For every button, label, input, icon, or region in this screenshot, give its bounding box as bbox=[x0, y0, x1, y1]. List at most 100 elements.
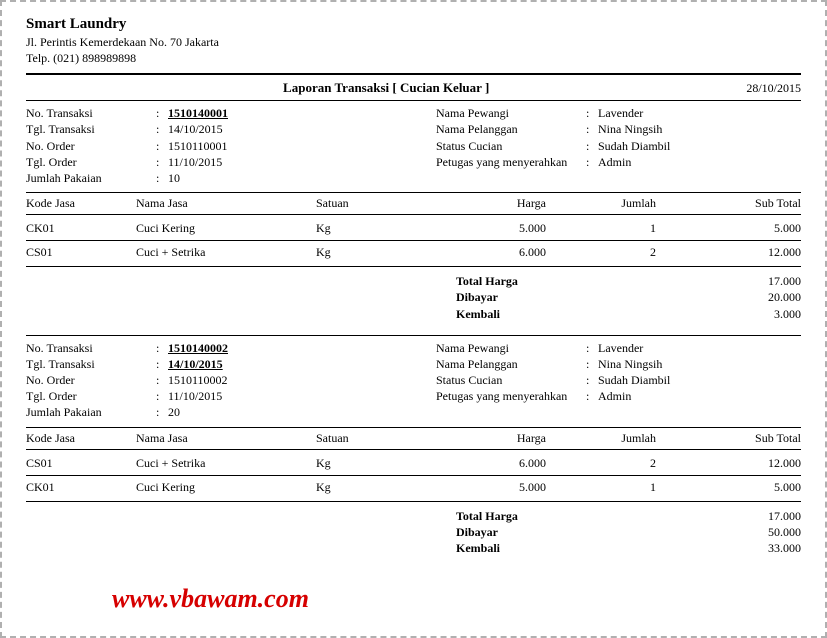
cell: Cuci + Setrika bbox=[136, 456, 316, 471]
table-row: CS01Cuci + SetrikaKg6.000212.000 bbox=[26, 242, 801, 263]
meta-label: No. Transaksi bbox=[26, 105, 156, 121]
meta-sep: : bbox=[156, 121, 168, 137]
meta-label: No. Transaksi bbox=[26, 340, 156, 356]
table-row: CS01Cuci + SetrikaKg6.000212.000 bbox=[26, 453, 801, 474]
meta-value: Nina Ningsih bbox=[598, 356, 801, 372]
cell: 6.000 bbox=[426, 245, 546, 260]
meta-row: Jumlah Pakaian:10 bbox=[26, 170, 436, 186]
cell: Kg bbox=[316, 456, 426, 471]
cell: 6.000 bbox=[426, 456, 546, 471]
cell: 2 bbox=[546, 245, 656, 260]
cell: 5.000 bbox=[426, 480, 546, 495]
meta-label: Jumlah Pakaian bbox=[26, 404, 156, 420]
col-header: Harga bbox=[426, 196, 546, 211]
cell: 5.000 bbox=[426, 221, 546, 236]
meta-sep: : bbox=[156, 340, 168, 356]
cell: 2 bbox=[546, 456, 656, 471]
cell: 5.000 bbox=[656, 480, 801, 495]
services-table: Kode JasaNama JasaSatuanHargaJumlahSub T… bbox=[26, 427, 801, 502]
meta-label: Petugas yang menyerahkan bbox=[436, 154, 586, 170]
meta-label: Tgl. Order bbox=[26, 388, 156, 404]
block-gap bbox=[26, 322, 801, 332]
table-rule bbox=[26, 266, 801, 267]
cell: CK01 bbox=[26, 480, 136, 495]
totals-label: Dibayar bbox=[456, 524, 586, 540]
totals-row: Kembali33.000 bbox=[26, 540, 801, 556]
meta-row: Tgl. Order:11/10/2015 bbox=[26, 388, 436, 404]
meta-value: 10 bbox=[168, 170, 436, 186]
meta-label: Nama Pelanggan bbox=[436, 356, 586, 372]
totals-label: Dibayar bbox=[456, 289, 586, 305]
cell: Cuci Kering bbox=[136, 221, 316, 236]
transaction-meta: No. Transaksi:1510140002Tgl. Transaksi:1… bbox=[26, 340, 801, 421]
company-address: Jl. Perintis Kemerdekaan No. 70 Jakarta bbox=[26, 35, 801, 51]
meta-sep: : bbox=[586, 388, 598, 404]
meta-value: Sudah Diambil bbox=[598, 372, 801, 388]
totals-row: Total Harga17.000 bbox=[26, 273, 801, 289]
totals-row: Dibayar50.000 bbox=[26, 524, 801, 540]
company-name: Smart Laundry bbox=[26, 16, 801, 33]
meta-row: Nama Pewangi:Lavender bbox=[436, 340, 801, 356]
totals-label: Total Harga bbox=[456, 508, 586, 524]
meta-label: Nama Pelanggan bbox=[436, 121, 586, 137]
meta-value: 1510140002 bbox=[168, 340, 436, 356]
col-header: Jumlah bbox=[546, 196, 656, 211]
report-title: Laporan Transaksi [ Cucian Keluar ] bbox=[26, 80, 746, 96]
col-header: Harga bbox=[426, 431, 546, 446]
meta-sep: : bbox=[156, 388, 168, 404]
totals-row: Kembali3.000 bbox=[26, 306, 801, 322]
meta-label: Petugas yang menyerahkan bbox=[436, 388, 586, 404]
meta-sep: : bbox=[156, 356, 168, 372]
cell: 12.000 bbox=[656, 245, 801, 260]
meta-label: Jumlah Pakaian bbox=[26, 170, 156, 186]
meta-sep: : bbox=[156, 154, 168, 170]
meta-label: Tgl. Order bbox=[26, 154, 156, 170]
meta-value: Admin bbox=[598, 154, 801, 170]
meta-label: No. Order bbox=[26, 138, 156, 154]
meta-sep: : bbox=[586, 105, 598, 121]
totals-value: 20.000 bbox=[586, 289, 801, 305]
row-sep bbox=[26, 475, 801, 476]
cell: Cuci Kering bbox=[136, 480, 316, 495]
meta-value: 14/10/2015 bbox=[168, 121, 436, 137]
cell: Kg bbox=[316, 221, 426, 236]
header-rule bbox=[26, 73, 801, 75]
table-row: CK01Cuci KeringKg5.00015.000 bbox=[26, 477, 801, 498]
cell: Kg bbox=[316, 480, 426, 495]
totals-value: 17.000 bbox=[586, 508, 801, 524]
cell: CS01 bbox=[26, 456, 136, 471]
cell: 5.000 bbox=[656, 221, 801, 236]
meta-row: No. Order:1510110002 bbox=[26, 372, 436, 388]
meta-row: Tgl. Transaksi:14/10/2015 bbox=[26, 356, 436, 372]
totals-value: 17.000 bbox=[586, 273, 801, 289]
meta-row: Petugas yang menyerahkan:Admin bbox=[436, 154, 801, 170]
meta-value: 1510110002 bbox=[168, 372, 436, 388]
table-rule bbox=[26, 214, 801, 215]
cell: CK01 bbox=[26, 221, 136, 236]
title-rule bbox=[26, 100, 801, 101]
meta-row: Nama Pewangi:Lavender bbox=[436, 105, 801, 121]
meta-row: Petugas yang menyerahkan:Admin bbox=[436, 388, 801, 404]
totals-label: Kembali bbox=[456, 306, 586, 322]
table-header: Kode JasaNama JasaSatuanHargaJumlahSub T… bbox=[26, 196, 801, 211]
cell: Cuci + Setrika bbox=[136, 245, 316, 260]
totals-label: Kembali bbox=[456, 540, 586, 556]
transactions-container: No. Transaksi:1510140001Tgl. Transaksi:1… bbox=[26, 105, 801, 556]
col-header: Jumlah bbox=[546, 431, 656, 446]
meta-value: Nina Ningsih bbox=[598, 121, 801, 137]
report-title-row: Laporan Transaksi [ Cucian Keluar ] 28/1… bbox=[26, 80, 801, 96]
meta-label: Nama Pewangi bbox=[436, 105, 586, 121]
watermark-text: www.vbawam.com bbox=[112, 584, 309, 614]
meta-sep: : bbox=[156, 105, 168, 121]
report-page: Smart Laundry Jl. Perintis Kemerdekaan N… bbox=[0, 0, 827, 638]
meta-row: No. Transaksi:1510140002 bbox=[26, 340, 436, 356]
meta-label: Nama Pewangi bbox=[436, 340, 586, 356]
cell: Kg bbox=[316, 245, 426, 260]
meta-row: Nama Pelanggan:Nina Ningsih bbox=[436, 356, 801, 372]
meta-value: 14/10/2015 bbox=[168, 356, 436, 372]
meta-sep: : bbox=[586, 138, 598, 154]
meta-value: 20 bbox=[168, 404, 436, 420]
meta-row: Tgl. Order:11/10/2015 bbox=[26, 154, 436, 170]
meta-value: Lavender bbox=[598, 105, 801, 121]
meta-label: Tgl. Transaksi bbox=[26, 356, 156, 372]
